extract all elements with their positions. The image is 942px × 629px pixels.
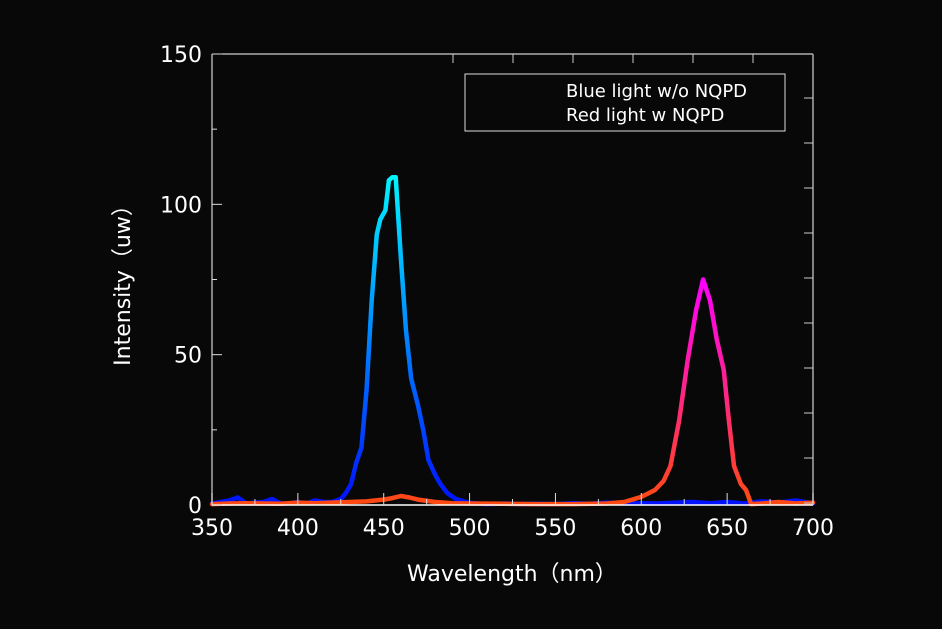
series-line-0 (209, 175, 816, 507)
x-tick-label: 500 (449, 516, 491, 541)
series-line-1 (209, 277, 816, 507)
legend: Blue light w/o NQPD Red light w NQPD (464, 73, 786, 132)
x-tick-label: 550 (534, 516, 576, 541)
y-tick-label: 150 (160, 43, 202, 68)
legend-label-blue: Blue light w/o NQPD (566, 81, 747, 102)
tick-labels: 350 400 450 500 550 600 650 700 0 50 100 150 (160, 43, 834, 541)
y-tick-label: 0 (188, 494, 202, 519)
legend-box (464, 73, 786, 132)
legend-label-red: Red light w NQPD (566, 105, 724, 126)
x-tick-label: 400 (277, 516, 319, 541)
y-tick-label: 100 (160, 193, 202, 218)
x-tick-label: 350 (191, 516, 233, 541)
series-layer (209, 175, 816, 507)
x-tick-label: 600 (620, 516, 662, 541)
y-tick-label: 50 (174, 344, 202, 369)
x-tick-label: 450 (363, 516, 405, 541)
x-axis-label: Wavelength（nm） (407, 562, 617, 587)
x-tick-label: 650 (706, 516, 748, 541)
axes-layer (211, 53, 814, 506)
y-axis-label: Intensity（uw） (111, 194, 136, 366)
x-tick-label: 700 (792, 516, 834, 541)
